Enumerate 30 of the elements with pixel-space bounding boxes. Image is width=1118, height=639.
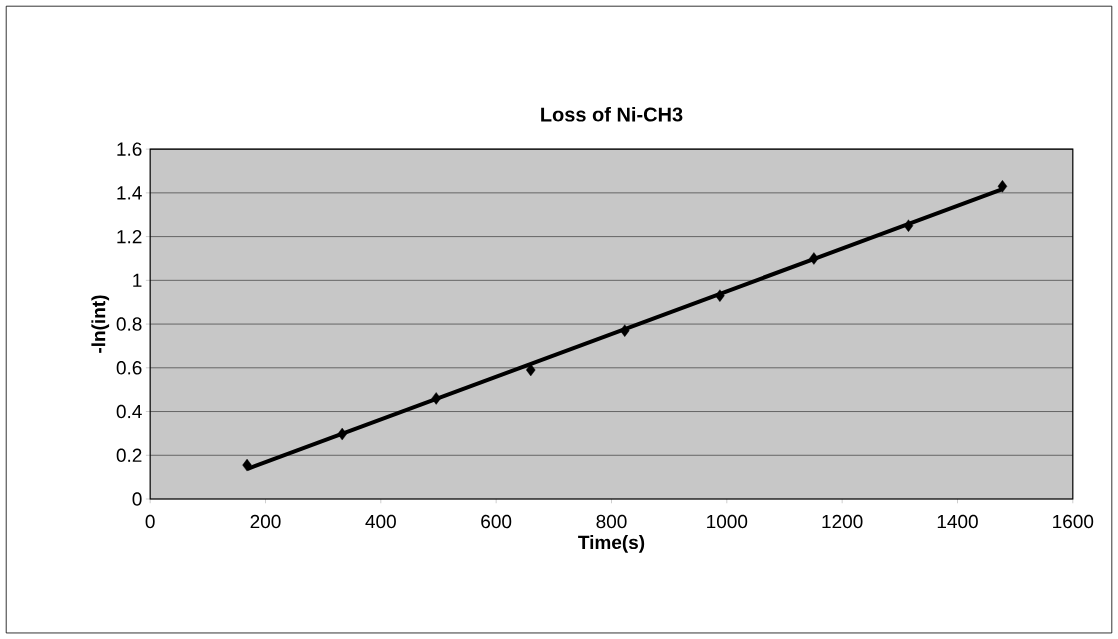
y-tick-label: 1.2 — [117, 229, 142, 244]
x-tick-label: 0 — [145, 514, 155, 529]
y-axis-title: -ln(int) — [91, 295, 110, 353]
chart-title: Loss of Ni-CH3 — [541, 106, 683, 122]
y-tick-label: 0.4 — [116, 404, 142, 419]
point — [620, 324, 630, 337]
point — [526, 363, 536, 377]
x-tick-label: 1200 — [822, 514, 863, 529]
x-tick-label: 800 — [596, 514, 627, 529]
x-tick-label: 200 — [250, 514, 281, 529]
point — [715, 289, 725, 302]
x-axis-title: Time(s) — [578, 535, 645, 553]
point — [242, 458, 252, 472]
x-tick-label: 600 — [481, 514, 512, 529]
y-tick-label: 0.2 — [116, 448, 142, 462]
x-tick-label: 1600 — [1053, 514, 1094, 529]
point — [431, 392, 441, 405]
y-tick-label: 1.6 — [117, 142, 142, 156]
y-tick-label: 1.4 — [117, 186, 142, 200]
y-tick-label: 0 — [132, 492, 142, 506]
x-tick-label: 400 — [365, 514, 396, 529]
y-tick-label: 0.8 — [116, 317, 142, 331]
point — [997, 180, 1008, 193]
point — [337, 427, 347, 441]
y-tick-label: 0.6 — [116, 361, 142, 375]
x-tick-label: 1400 — [937, 514, 978, 529]
point — [903, 219, 914, 232]
x-tick-label: 1000 — [707, 514, 748, 529]
point — [809, 252, 819, 265]
y-tick-label: 1 — [133, 273, 142, 287]
